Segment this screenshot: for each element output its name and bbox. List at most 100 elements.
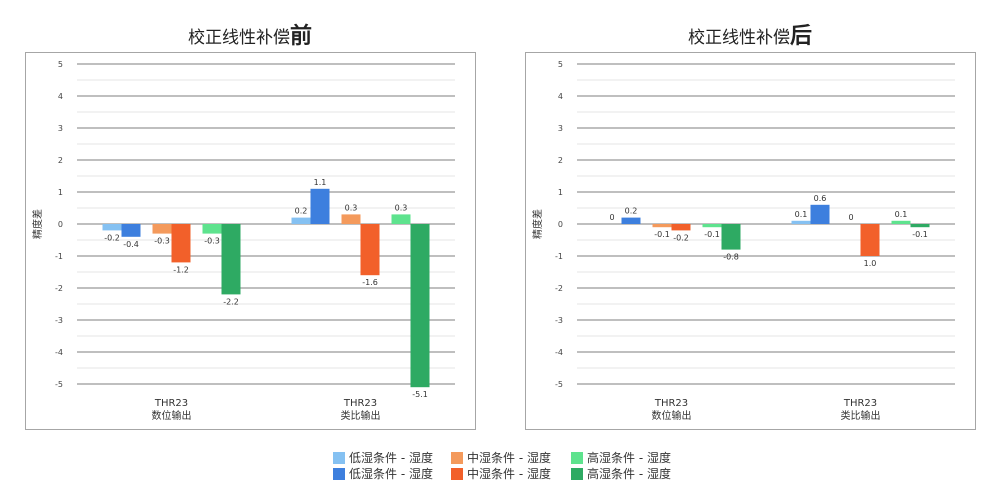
y-tick-label: 1 xyxy=(558,188,563,197)
bar xyxy=(310,188,330,224)
y-tick-label: 5 xyxy=(58,60,63,69)
y-tick-label: -1 xyxy=(555,252,563,261)
legend-item: 高湿条件 - 湿度 xyxy=(571,466,671,481)
legend-label: 高湿条件 - 湿度 xyxy=(587,467,671,481)
y-tick-label: 2 xyxy=(58,156,63,165)
data-label: -0.8 xyxy=(723,253,739,262)
y-tick-label: 0 xyxy=(558,220,563,229)
data-label: -0.1 xyxy=(912,230,928,239)
chart-title-emphasis: 前 xyxy=(289,24,312,49)
bar xyxy=(152,224,172,234)
x-tick-label: THR23 xyxy=(654,398,688,409)
legend-swatch xyxy=(571,467,583,480)
legend-swatch xyxy=(451,451,463,464)
legend-label: 高湿条件 - 湿度 xyxy=(587,451,671,465)
data-label: 0.6 xyxy=(814,194,827,203)
data-label: 0 xyxy=(848,213,853,222)
data-label: -1.2 xyxy=(173,265,189,274)
bar xyxy=(910,224,930,228)
bar xyxy=(391,214,411,224)
bar xyxy=(702,224,722,228)
bar xyxy=(410,224,430,388)
y-tick-label: 4 xyxy=(558,92,563,101)
legend-swatch xyxy=(333,467,345,480)
legend-label: 中湿条件 - 湿度 xyxy=(467,467,551,481)
data-label: -0.3 xyxy=(154,237,170,246)
bar xyxy=(291,217,311,224)
data-label: 0.2 xyxy=(625,207,638,216)
x-tick-sublabel: 数位输出 xyxy=(652,409,692,422)
bar xyxy=(860,224,880,256)
y-tick-label: -4 xyxy=(55,348,63,357)
legend-swatch xyxy=(333,451,345,464)
data-label: -5.1 xyxy=(412,390,428,399)
legend-swatch xyxy=(571,451,583,464)
y-tick-label: 2 xyxy=(558,156,563,165)
bar xyxy=(791,220,811,224)
y-tick-label: 1 xyxy=(58,188,63,197)
bar xyxy=(202,224,222,234)
data-label: 0.2 xyxy=(295,207,308,216)
y-tick-label: -4 xyxy=(555,348,563,357)
bar xyxy=(721,224,741,250)
bar xyxy=(810,204,830,224)
legend-label: 低湿条件 - 湿度 xyxy=(349,451,433,465)
x-tick-label: THR23 xyxy=(154,398,188,409)
data-label: 1.1 xyxy=(314,178,327,187)
chart-frame xyxy=(25,52,476,430)
bar xyxy=(171,224,191,263)
y-tick-label: 3 xyxy=(558,124,563,133)
bar-chart-before: 5 4 3 2 1 0 -1 -2 -3 -4 -5 精度差 -0.2-0.4 -0.3 -1.2 -0.3 -… xyxy=(25,52,476,430)
x-tick-label: THR23 xyxy=(843,398,877,409)
data-label: -2.2 xyxy=(223,297,239,306)
data-label: 0.3 xyxy=(345,203,358,212)
x-tick-sublabel: 类比输出 xyxy=(341,409,381,422)
data-label: 0.1 xyxy=(795,210,808,219)
legend-item: 低湿条件 - 湿度 xyxy=(333,450,433,465)
y-tick-label: 3 xyxy=(58,124,63,133)
bar xyxy=(360,224,380,276)
y-tick-label: -5 xyxy=(55,380,63,389)
data-label: 0.1 xyxy=(895,210,908,219)
chart-title-left: 校正线性补偿前 xyxy=(25,18,475,50)
chart-title-main: 校正线性补偿 xyxy=(187,28,290,48)
data-label: -0.1 xyxy=(654,230,670,239)
x-tick-sublabel: 数位输出 xyxy=(152,409,192,422)
x-tick-sublabel: 类比输出 xyxy=(841,409,881,422)
y-tick-label: -5 xyxy=(555,380,563,389)
bar xyxy=(102,224,122,231)
bar xyxy=(652,224,672,228)
data-label: 1.0 xyxy=(864,259,877,268)
y-tick-label: -1 xyxy=(55,252,63,261)
bar xyxy=(341,214,361,224)
legend-item: 高湿条件 - 湿度 xyxy=(571,450,671,465)
data-label: -0.4 xyxy=(123,240,139,249)
bar xyxy=(891,220,911,224)
legend-item: 低湿条件 - 湿度 xyxy=(333,466,433,481)
y-tick-label: -2 xyxy=(55,284,63,293)
chart-title-emphasis: 后 xyxy=(789,24,812,49)
y-tick-label: -3 xyxy=(55,316,63,325)
bar xyxy=(671,224,691,231)
data-label: -0.2 xyxy=(673,233,689,242)
legend-swatch xyxy=(451,467,463,480)
chart-legend: 低湿条件 - 湿度 中湿条件 - 湿度 高湿条件 - 湿度 低湿条件 - 湿度 中湿条件… xyxy=(333,450,693,482)
bar xyxy=(221,224,241,295)
y-axis-label: 精度差 xyxy=(31,209,44,239)
y-axis-label: 精度差 xyxy=(531,209,544,239)
bar xyxy=(121,224,141,237)
y-tick-label: -3 xyxy=(555,316,563,325)
data-label: -1.6 xyxy=(362,278,378,287)
legend-item: 中湿条件 - 湿度 xyxy=(451,466,551,481)
legend-label: 中湿条件 - 湿度 xyxy=(467,451,551,465)
y-tick-label: -2 xyxy=(555,284,563,293)
chart-frame xyxy=(525,52,976,430)
data-label: -0.3 xyxy=(204,237,220,246)
y-tick-label: 5 xyxy=(558,60,563,69)
legend-item: 中湿条件 - 湿度 xyxy=(451,450,551,465)
legend-label: 低湿条件 - 湿度 xyxy=(349,467,433,481)
y-tick-label: 4 xyxy=(58,92,63,101)
y-tick-label: 0 xyxy=(58,220,63,229)
chart-title-main: 校正线性补偿 xyxy=(687,28,790,48)
